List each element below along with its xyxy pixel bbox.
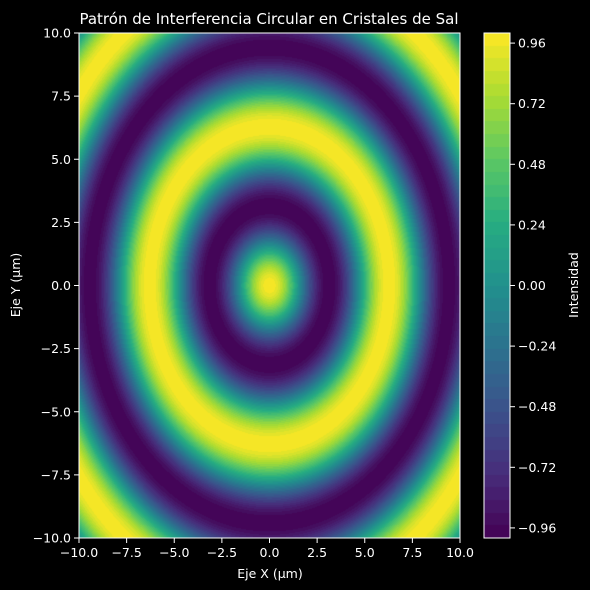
chart-title: Patrón de Interferencia Circular en Cris… — [79, 10, 458, 28]
colorbar-label: Intensidad — [566, 252, 581, 318]
y-tick-label: 5.0 — [51, 152, 71, 167]
colorbar-tick-label: 0.24 — [518, 217, 546, 232]
x-tick-label: −5.0 — [159, 545, 189, 560]
x-tick-label: 5.0 — [355, 545, 375, 560]
x-axis-label: Eje X (µm) — [237, 566, 302, 581]
x-tick-label: −10.0 — [60, 545, 98, 560]
y-tick-label: −7.5 — [41, 467, 71, 482]
heatmap-image — [79, 33, 460, 538]
colorbar-ticks: 0.96 0.72 0.48 0.24 0.00 −0.24 −0.48 −0.72 −0.96 — [510, 36, 556, 535]
x-tick-label: −7.5 — [111, 545, 141, 560]
y-tick-label: 2.5 — [51, 215, 71, 230]
y-tick-label: 10.0 — [43, 26, 71, 41]
colorbar: 0.96 0.72 0.48 0.24 0.00 −0.24 −0.48 −0.72 −0.96 — [483, 32, 556, 539]
colorbar-tick-label: −0.24 — [518, 339, 556, 354]
plot-area — [78, 32, 461, 539]
x-tick-label: 0.0 — [260, 545, 280, 560]
y-axis-ticks: 10.0 7.5 5.0 2.5 0.0 −2.5 −5.0 −7.5 −10.0 — [33, 26, 79, 546]
x-tick-label: 7.5 — [402, 545, 422, 560]
colorbar-tick-label: 0.00 — [518, 278, 546, 293]
x-axis-ticks: −10.0 −7.5 −5.0 −2.5 0.0 2.5 5.0 7.5 10.0 — [60, 538, 474, 560]
colorbar-gradient — [484, 33, 510, 538]
colorbar-tick-label: 0.96 — [518, 36, 546, 51]
x-tick-label: 2.5 — [307, 545, 327, 560]
colorbar-tick-label: −0.72 — [518, 460, 556, 475]
colorbar-tick-label: −0.96 — [518, 520, 556, 535]
y-axis-label: Eje Y (µm) — [8, 253, 23, 318]
y-tick-label: −2.5 — [41, 341, 71, 356]
x-tick-label: −2.5 — [207, 545, 237, 560]
y-tick-label: −10.0 — [33, 531, 71, 546]
y-tick-label: −5.0 — [41, 404, 71, 419]
y-tick-label: 0.0 — [51, 278, 71, 293]
colorbar-tick-label: 0.72 — [518, 96, 546, 111]
colorbar-tick-label: −0.48 — [518, 399, 556, 414]
y-tick-label: 7.5 — [51, 89, 71, 104]
x-tick-label: 10.0 — [446, 545, 474, 560]
colorbar-tick-label: 0.48 — [518, 157, 546, 172]
